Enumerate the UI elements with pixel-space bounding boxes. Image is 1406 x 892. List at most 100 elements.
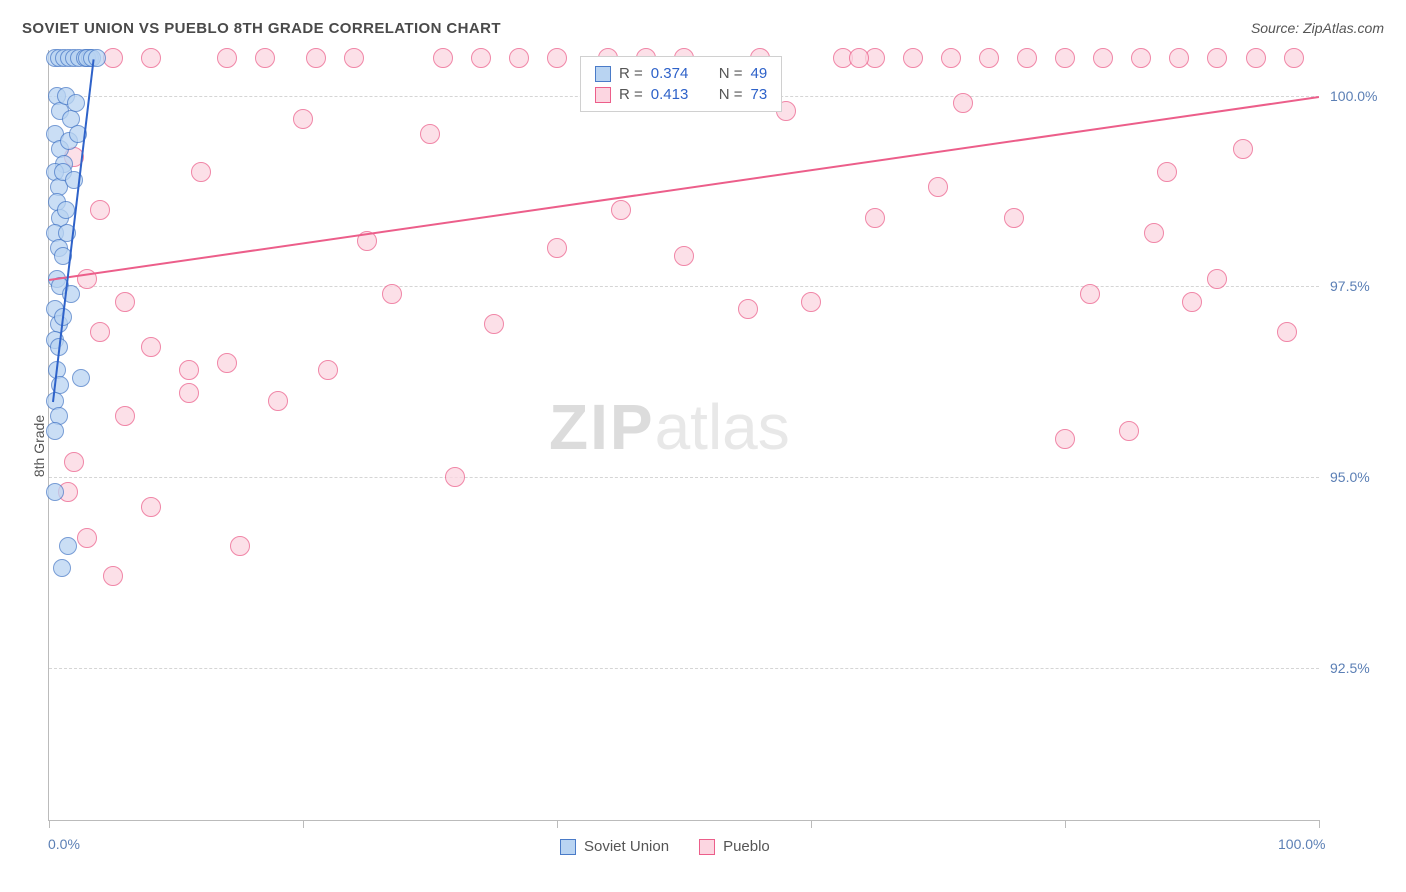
bottom-legend: Soviet Union Pueblo <box>560 838 770 855</box>
y-tick-label: 97.5% <box>1330 278 1370 294</box>
x-tick <box>1319 820 1320 828</box>
scatter-point <box>1017 48 1037 68</box>
legend-swatch <box>560 839 576 855</box>
scatter-point <box>318 360 338 380</box>
scatter-point <box>433 48 453 68</box>
scatter-point <box>865 208 885 228</box>
x-tick-label: 0.0% <box>48 836 80 852</box>
gridline <box>49 286 1319 287</box>
scatter-point <box>293 109 313 129</box>
stats-legend: R = 0.374 N = 49 R = 0.413 N = 73 <box>580 56 782 112</box>
scatter-point <box>1157 162 1177 182</box>
scatter-point <box>941 48 961 68</box>
x-tick <box>557 820 558 828</box>
n-label: N = <box>719 65 743 82</box>
watermark-atlas: atlas <box>655 391 790 463</box>
scatter-point <box>445 467 465 487</box>
scatter-point <box>484 314 504 334</box>
scatter-point <box>1080 284 1100 304</box>
r-value: 0.413 <box>651 86 701 103</box>
scatter-point <box>46 422 64 440</box>
scatter-point <box>1233 139 1253 159</box>
gridline <box>49 668 1319 669</box>
scatter-point <box>1284 48 1304 68</box>
n-value: 73 <box>751 86 768 103</box>
x-tick <box>49 820 50 828</box>
scatter-point <box>179 383 199 403</box>
x-tick <box>303 820 304 828</box>
scatter-point <box>230 536 250 556</box>
legend-label: Soviet Union <box>584 838 669 855</box>
scatter-point <box>72 369 90 387</box>
scatter-point <box>103 566 123 586</box>
y-tick-label: 100.0% <box>1330 88 1377 104</box>
n-value: 49 <box>751 65 768 82</box>
scatter-point <box>77 528 97 548</box>
scatter-point <box>59 537 77 555</box>
scatter-point <box>903 48 923 68</box>
scatter-point <box>115 292 135 312</box>
scatter-point <box>179 360 199 380</box>
scatter-point <box>67 94 85 112</box>
y-axis-label: 8th Grade <box>31 415 47 477</box>
x-tick-label: 100.0% <box>1278 836 1325 852</box>
scatter-point <box>141 497 161 517</box>
scatter-point <box>979 48 999 68</box>
r-value: 0.374 <box>651 65 701 82</box>
scatter-point <box>849 48 869 68</box>
scatter-point <box>53 559 71 577</box>
scatter-point <box>268 391 288 411</box>
scatter-point <box>471 48 491 68</box>
scatter-point <box>547 48 567 68</box>
scatter-point <box>1169 48 1189 68</box>
scatter-point <box>1246 48 1266 68</box>
x-tick <box>811 820 812 828</box>
scatter-point <box>46 483 64 501</box>
legend-swatch <box>699 839 715 855</box>
scatter-point <box>953 93 973 113</box>
scatter-point <box>1119 421 1139 441</box>
scatter-point <box>1182 292 1202 312</box>
n-label: N = <box>719 86 743 103</box>
scatter-point <box>1277 322 1297 342</box>
legend-item: Soviet Union <box>560 838 669 855</box>
scatter-point <box>611 200 631 220</box>
scatter-point <box>547 238 567 258</box>
watermark: ZIPatlas <box>549 390 790 464</box>
source-label: Source: ZipAtlas.com <box>1251 20 1384 36</box>
scatter-point <box>217 48 237 68</box>
scatter-point <box>382 284 402 304</box>
scatter-point <box>509 48 529 68</box>
scatter-point <box>1055 429 1075 449</box>
scatter-point <box>255 48 275 68</box>
scatter-point <box>1131 48 1151 68</box>
scatter-point <box>64 452 84 472</box>
scatter-point <box>674 246 694 266</box>
scatter-point <box>217 353 237 373</box>
legend-swatch <box>595 87 611 103</box>
scatter-point <box>1207 48 1227 68</box>
chart-title: SOVIET UNION VS PUEBLO 8TH GRADE CORRELA… <box>22 20 501 37</box>
r-label: R = <box>619 86 643 103</box>
scatter-point <box>90 322 110 342</box>
scatter-point <box>1004 208 1024 228</box>
legend-item: Pueblo <box>699 838 770 855</box>
scatter-point <box>1144 223 1164 243</box>
stats-row: R = 0.413 N = 73 <box>595 84 767 105</box>
scatter-point <box>306 48 326 68</box>
scatter-point <box>420 124 440 144</box>
plot-area: ZIPatlas <box>48 50 1319 821</box>
watermark-zip: ZIP <box>549 391 655 463</box>
y-tick-label: 92.5% <box>1330 660 1370 676</box>
scatter-point <box>1093 48 1113 68</box>
gridline <box>49 477 1319 478</box>
scatter-point <box>1055 48 1075 68</box>
r-label: R = <box>619 65 643 82</box>
scatter-point <box>1207 269 1227 289</box>
scatter-point <box>344 48 364 68</box>
scatter-point <box>738 299 758 319</box>
scatter-point <box>141 48 161 68</box>
scatter-point <box>928 177 948 197</box>
legend-label: Pueblo <box>723 838 770 855</box>
x-tick <box>1065 820 1066 828</box>
